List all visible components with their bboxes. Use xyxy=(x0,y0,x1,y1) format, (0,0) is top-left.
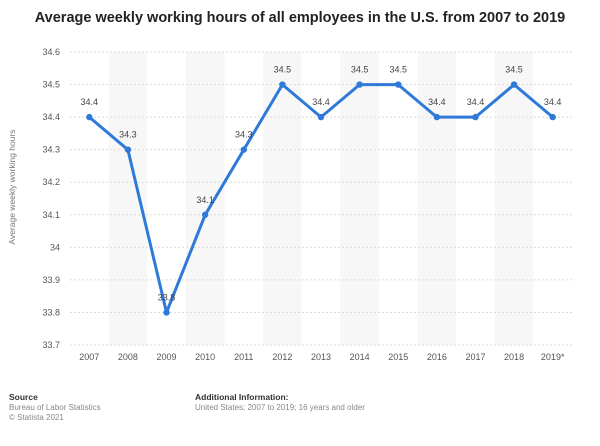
data-point xyxy=(356,81,363,88)
x-tick-label: 2017 xyxy=(465,352,485,362)
data-label: 34.4 xyxy=(81,97,99,107)
y-tick-label: 33.7 xyxy=(42,340,60,350)
data-point xyxy=(317,113,325,121)
x-tick-label: 2008 xyxy=(118,352,138,362)
data-label: 34.4 xyxy=(428,97,446,107)
y-tick-label: 34 xyxy=(50,242,60,252)
data-label: 34.4 xyxy=(467,97,485,107)
x-tick-label: 2012 xyxy=(272,352,292,362)
data-label: 34.3 xyxy=(119,130,137,140)
data-label: 33.8 xyxy=(158,292,176,302)
data-label: 34.1 xyxy=(196,195,214,205)
x-tick-label: 2010 xyxy=(195,352,215,362)
data-point xyxy=(395,81,402,88)
chart-title: Average weekly working hours of all empl… xyxy=(34,10,566,26)
data-point xyxy=(549,113,556,121)
column-band xyxy=(494,52,534,345)
y-tick-label: 33.9 xyxy=(42,275,60,285)
data-point xyxy=(86,113,93,121)
x-tick-label: 2014 xyxy=(350,352,370,362)
data-point xyxy=(201,211,209,218)
data-point xyxy=(124,146,132,153)
data-point xyxy=(472,113,479,121)
x-tick-label: 2007 xyxy=(79,352,99,362)
column-band xyxy=(263,52,302,345)
copyright-text: © Statista 2021 xyxy=(9,413,64,422)
y-tick-label: 34.5 xyxy=(42,80,60,90)
data-label: 34.4 xyxy=(544,97,562,107)
x-tick-label: 2018 xyxy=(504,352,524,362)
data-label: 34.4 xyxy=(312,97,330,107)
data-label: 34.5 xyxy=(274,65,292,75)
y-tick-label: 34.6 xyxy=(42,47,60,57)
x-tick-label: 2013 xyxy=(311,352,331,362)
data-label: 34.5 xyxy=(505,65,523,75)
y-tick-label: 34.1 xyxy=(42,210,60,220)
column-band xyxy=(108,52,148,345)
x-tick-label: 2009 xyxy=(157,352,177,362)
data-labels: 34.4 34.3 33.8 34.1 34.3 34.5 34.4 34.5 34.5 34.4… xyxy=(81,65,562,303)
y-tick-label: 33.8 xyxy=(42,307,60,317)
source-heading: Source xyxy=(9,392,38,402)
x-tick-labels: 2007 2008 2009 2010 2011 2012 2013 2014 2015 2016… xyxy=(79,352,565,362)
column-band xyxy=(340,52,379,345)
data-point xyxy=(240,146,247,153)
additional-info-text: United States; 2007 to 2019; 16 years an… xyxy=(195,402,365,412)
data-point xyxy=(510,81,518,88)
data-point xyxy=(279,81,286,88)
additional-info-block: Additional Information: United States; 2… xyxy=(195,392,495,413)
data-point xyxy=(163,309,170,316)
source-block: Source Bureau of Labor Statistics © Stat… xyxy=(9,392,189,424)
additional-info-heading: Additional Information: xyxy=(195,392,289,402)
data-label: 34.5 xyxy=(351,65,369,75)
column-band xyxy=(417,52,457,345)
data-label: 34.5 xyxy=(389,65,407,75)
data-point xyxy=(433,113,441,121)
x-tick-label: 2011 xyxy=(234,352,253,362)
y-tick-label: 34.3 xyxy=(42,145,60,155)
column-band xyxy=(185,52,225,345)
column-bands xyxy=(108,52,534,345)
y-tick-label: 34.2 xyxy=(42,177,60,187)
source-text: Bureau of Labor Statistics xyxy=(9,402,101,412)
x-tick-label: 2016 xyxy=(427,352,447,362)
x-tick-label: 2015 xyxy=(388,352,408,362)
y-tick-labels: 33.7 33.8 33.9 34 34.1 34.2 34.3 34.4 34.5 34.6 xyxy=(42,47,60,350)
y-tick-label: 34.4 xyxy=(42,112,60,122)
data-label: 34.3 xyxy=(235,130,253,140)
data-points xyxy=(86,81,556,316)
x-tick-label: 2019* xyxy=(541,352,565,362)
